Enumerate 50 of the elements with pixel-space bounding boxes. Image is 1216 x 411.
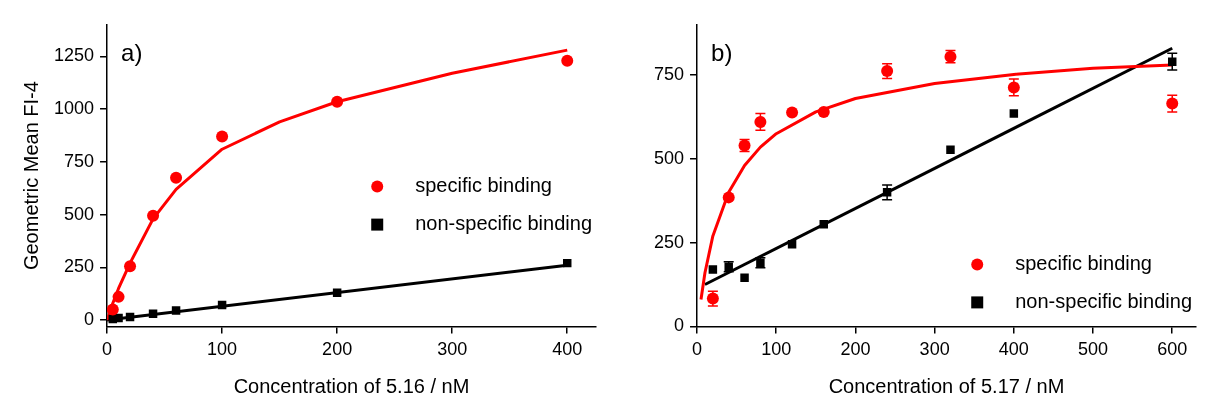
annotation: a) <box>121 39 143 67</box>
x-tick-label: 200 <box>322 339 353 360</box>
y-tick-label: 750 <box>64 150 95 171</box>
point <box>786 106 799 119</box>
x-axis-title: Concentration of 5.16 / nM <box>233 374 470 397</box>
point <box>114 313 123 323</box>
point <box>216 130 229 143</box>
point <box>124 260 137 273</box>
y-tick-label: 1250 <box>54 45 95 66</box>
y-tick-label: 500 <box>64 203 95 224</box>
x-tick-label: 300 <box>437 339 468 360</box>
point <box>112 290 125 303</box>
point <box>708 265 718 274</box>
y-tick-label: 1000 <box>54 98 95 119</box>
y-axis-title: Geometric Mean FI-4 <box>19 81 42 271</box>
point <box>147 209 160 222</box>
point <box>107 303 119 316</box>
x-tick-label: 200 <box>840 339 871 360</box>
x-tick-label: 0 <box>692 339 703 360</box>
y-tick-label: 250 <box>64 256 95 277</box>
y-tick-label: 250 <box>653 231 685 252</box>
legend-label: specific binding <box>1015 251 1152 274</box>
point <box>787 240 797 249</box>
annotation: b) <box>711 39 733 67</box>
point <box>722 191 735 204</box>
point <box>331 95 344 108</box>
point <box>740 273 749 283</box>
point <box>946 145 955 155</box>
x-tick-label: 500 <box>1078 339 1109 360</box>
point <box>171 306 181 315</box>
x-axis-title: Concentration of 5.17 / nM <box>828 374 1065 397</box>
point <box>1009 109 1019 118</box>
legend-label: specific binding <box>415 174 552 197</box>
legend-label: non-specific binding <box>1015 289 1192 312</box>
point <box>332 288 342 297</box>
x-tick-label: 400 <box>552 339 583 360</box>
y-tick-label: 500 <box>653 147 685 168</box>
x-tick-label: 100 <box>207 339 238 360</box>
point <box>817 105 830 118</box>
y-tick-label: 0 <box>674 315 685 336</box>
y-tick-label: 750 <box>653 64 685 85</box>
y-tick-label: 0 <box>84 309 95 330</box>
x-tick-label: 0 <box>102 339 113 360</box>
legend-label: non-specific binding <box>415 212 592 235</box>
point <box>561 54 574 67</box>
x-tick-label: 400 <box>998 339 1029 360</box>
x-tick-label: 600 <box>1157 339 1188 360</box>
point <box>170 171 183 184</box>
x-tick-label: 300 <box>919 339 950 360</box>
x-tick-label: 100 <box>761 339 792 360</box>
